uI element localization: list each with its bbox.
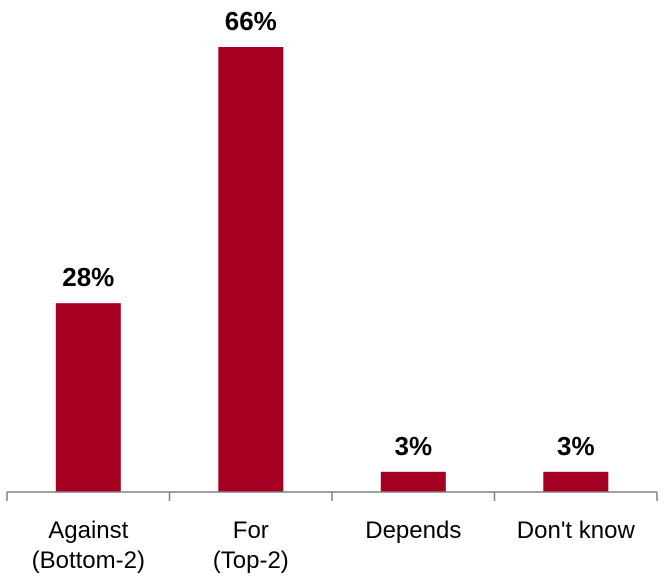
x-tick-label: Against (Bottom-2) bbox=[32, 517, 145, 574]
bar bbox=[218, 47, 284, 492]
bar bbox=[55, 303, 121, 492]
bars-group bbox=[55, 47, 609, 492]
value-labels-group: 28% 66% 3% 3% bbox=[62, 6, 594, 461]
x-tick-labels-group: Against (Bottom-2) For (Top-2) Depends Don't … bbox=[32, 517, 636, 574]
data-label: 28% bbox=[62, 262, 114, 292]
x-tick-label: For (Top-2) bbox=[213, 517, 289, 574]
x-tick-label: Don't know bbox=[517, 517, 636, 544]
data-label: 66% bbox=[225, 6, 277, 36]
x-axis bbox=[6, 491, 658, 501]
data-label: 3% bbox=[557, 431, 595, 461]
bar bbox=[543, 471, 609, 492]
data-label: 3% bbox=[395, 431, 433, 461]
x-tick-label: Depends bbox=[365, 517, 461, 544]
bar bbox=[380, 471, 446, 492]
